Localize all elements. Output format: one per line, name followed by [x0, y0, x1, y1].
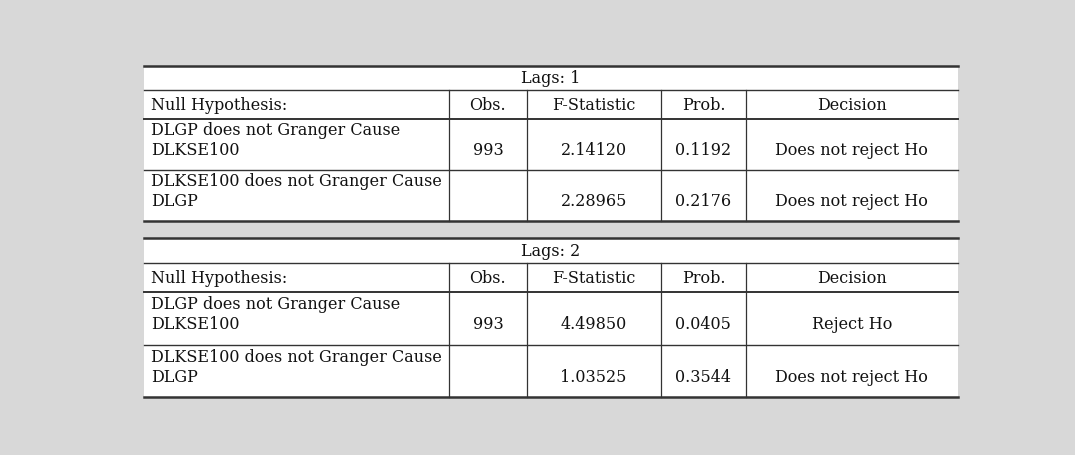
- Text: F-Statistic: F-Statistic: [551, 269, 635, 286]
- Bar: [144, 238, 958, 397]
- Text: DLGP does not Granger Cause: DLGP does not Granger Cause: [151, 122, 400, 139]
- Text: Reject Ho: Reject Ho: [812, 315, 892, 333]
- Text: Decision: Decision: [817, 96, 887, 113]
- Text: Lags: 1: Lags: 1: [521, 71, 580, 87]
- Text: DLKSE100: DLKSE100: [151, 142, 240, 158]
- Text: 0.2176: 0.2176: [675, 192, 731, 209]
- Text: Prob.: Prob.: [682, 269, 726, 286]
- Text: Does not reject Ho: Does not reject Ho: [775, 368, 928, 385]
- Text: 2.14120: 2.14120: [560, 142, 627, 158]
- Text: 993: 993: [473, 142, 503, 158]
- Text: Obs.: Obs.: [470, 269, 506, 286]
- Text: Does not reject Ho: Does not reject Ho: [775, 142, 928, 158]
- Text: Prob.: Prob.: [682, 96, 726, 113]
- Text: DLGP: DLGP: [151, 368, 198, 385]
- Text: 993: 993: [473, 315, 503, 333]
- Text: 1.03525: 1.03525: [560, 368, 627, 385]
- Text: DLKSE100 does not Granger Cause: DLKSE100 does not Granger Cause: [151, 348, 442, 365]
- Text: 2.28965: 2.28965: [560, 192, 627, 209]
- Bar: [144, 67, 958, 221]
- Text: Null Hypothesis:: Null Hypothesis:: [151, 96, 287, 113]
- Text: Does not reject Ho: Does not reject Ho: [775, 192, 928, 209]
- Text: 0.0405: 0.0405: [675, 315, 731, 333]
- Text: Obs.: Obs.: [470, 96, 506, 113]
- Text: DLGP does not Granger Cause: DLGP does not Granger Cause: [151, 296, 400, 313]
- Text: 4.49850: 4.49850: [560, 315, 627, 333]
- Text: 0.1192: 0.1192: [675, 142, 731, 158]
- Text: Decision: Decision: [817, 269, 887, 286]
- Text: DLKSE100: DLKSE100: [151, 315, 240, 333]
- Text: DLKSE100 does not Granger Cause: DLKSE100 does not Granger Cause: [151, 173, 442, 190]
- Text: F-Statistic: F-Statistic: [551, 96, 635, 113]
- Text: Null Hypothesis:: Null Hypothesis:: [151, 269, 287, 286]
- Text: DLGP: DLGP: [151, 192, 198, 209]
- Text: 0.3544: 0.3544: [675, 368, 731, 385]
- Text: Lags: 2: Lags: 2: [521, 243, 580, 259]
